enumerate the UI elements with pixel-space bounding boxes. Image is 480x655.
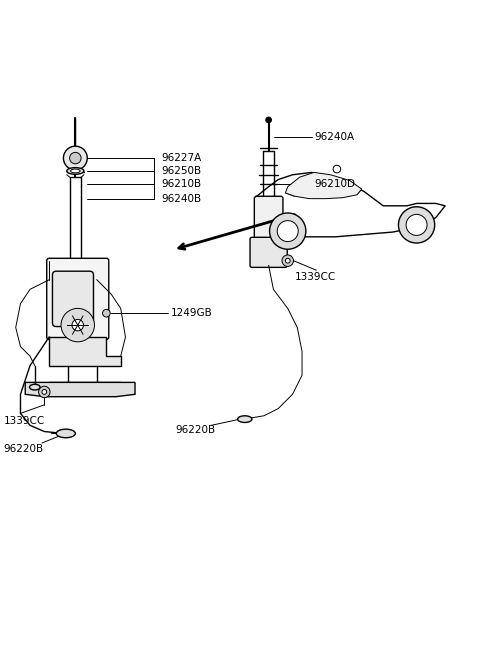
Polygon shape — [49, 337, 120, 365]
Text: 96240A: 96240A — [314, 132, 354, 141]
Polygon shape — [257, 172, 445, 237]
Circle shape — [38, 386, 50, 398]
Circle shape — [282, 255, 293, 267]
Ellipse shape — [238, 416, 252, 422]
Circle shape — [398, 207, 435, 243]
Text: 96210D: 96210D — [314, 179, 355, 189]
Text: 96240B: 96240B — [161, 194, 202, 204]
Text: 1339CC: 1339CC — [4, 415, 45, 426]
Ellipse shape — [71, 169, 80, 173]
Polygon shape — [25, 383, 135, 397]
Circle shape — [63, 146, 87, 170]
Text: 96227A: 96227A — [161, 153, 202, 163]
Text: 96220B: 96220B — [176, 425, 216, 435]
Text: 96210B: 96210B — [161, 179, 202, 189]
Circle shape — [406, 214, 427, 235]
Circle shape — [277, 221, 298, 242]
Circle shape — [72, 320, 84, 331]
FancyBboxPatch shape — [254, 196, 283, 244]
Ellipse shape — [56, 429, 75, 438]
Polygon shape — [285, 172, 362, 198]
Text: 96250B: 96250B — [161, 166, 202, 176]
Circle shape — [103, 309, 110, 317]
Circle shape — [285, 258, 290, 263]
Text: 1249GB: 1249GB — [171, 309, 213, 318]
Circle shape — [266, 117, 272, 122]
Ellipse shape — [67, 168, 84, 174]
Ellipse shape — [30, 384, 40, 390]
FancyBboxPatch shape — [47, 258, 109, 339]
Circle shape — [70, 153, 81, 164]
Circle shape — [42, 390, 47, 394]
Circle shape — [270, 213, 306, 250]
FancyBboxPatch shape — [52, 271, 94, 327]
Text: 96220B: 96220B — [4, 444, 44, 454]
Circle shape — [333, 165, 341, 173]
Text: 1339CC: 1339CC — [295, 272, 336, 282]
Circle shape — [61, 309, 95, 342]
FancyBboxPatch shape — [250, 237, 287, 267]
